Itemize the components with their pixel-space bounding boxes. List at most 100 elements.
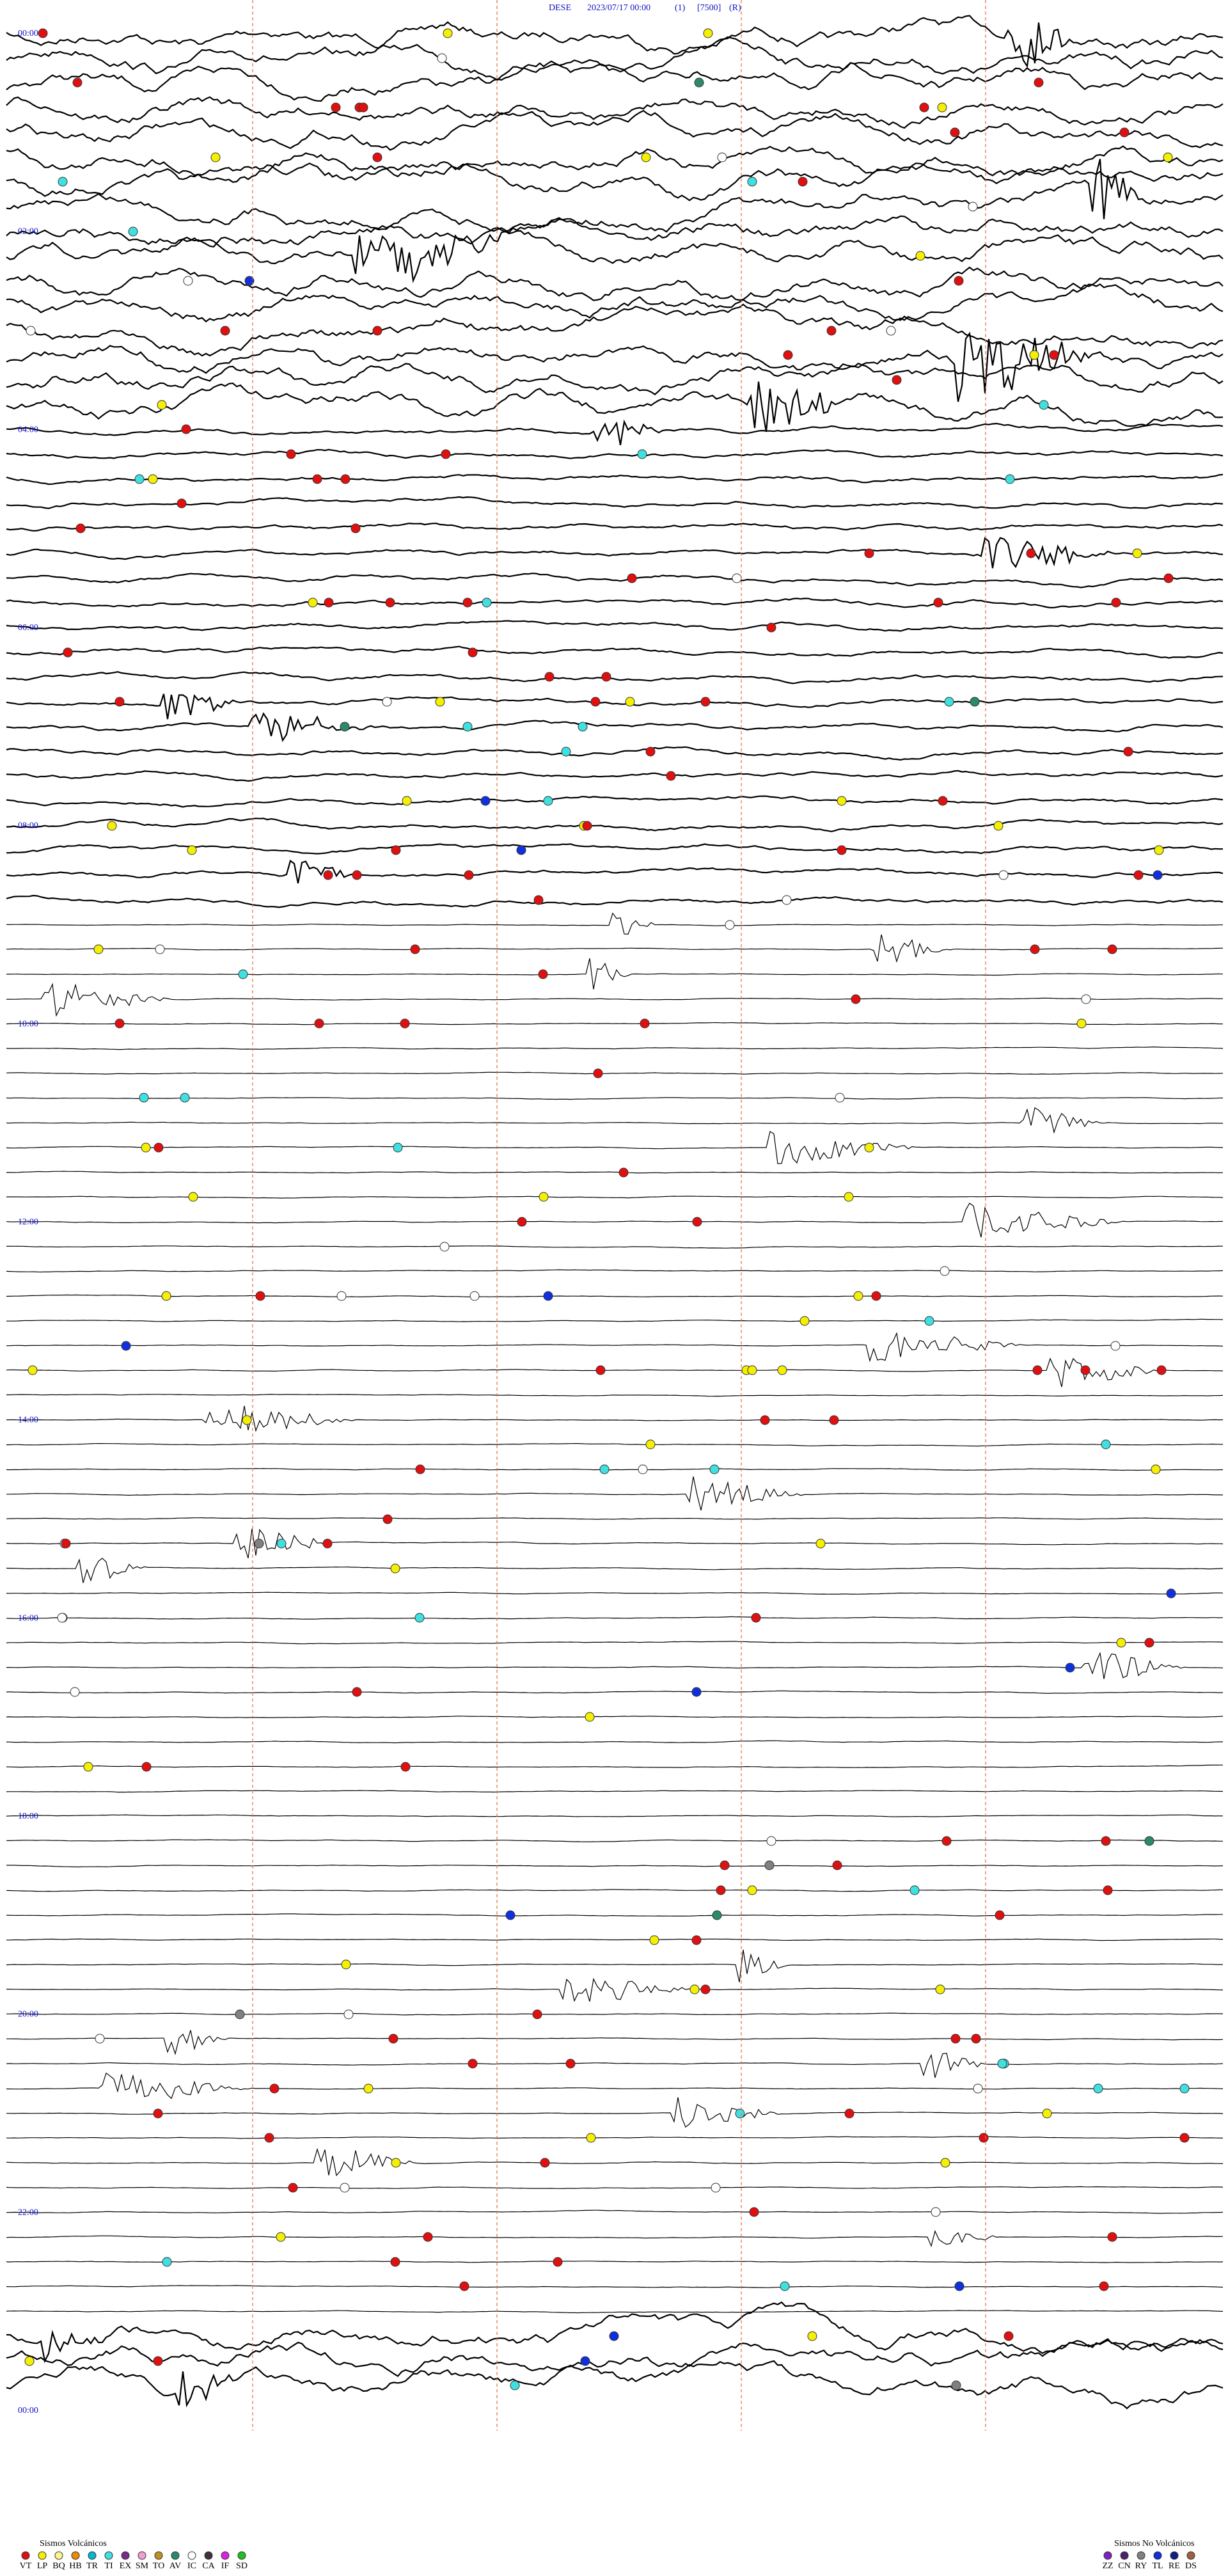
- legend-swatch: [154, 2551, 163, 2560]
- time-label: 06:00: [18, 623, 38, 633]
- event-marker: [414, 1613, 425, 1623]
- event-marker: [286, 449, 296, 459]
- trace: [6, 843, 1223, 855]
- trace: [6, 2012, 1224, 2016]
- event-marker: [1133, 870, 1144, 880]
- trace: [6, 362, 1224, 395]
- trace: [6, 2053, 1224, 2078]
- trace: [6, 60, 1224, 102]
- event-marker: [691, 1935, 702, 1945]
- time-label: 20:00: [18, 2010, 38, 2019]
- event-marker: [749, 2207, 759, 2217]
- trace: [6, 620, 1224, 632]
- event-marker: [107, 821, 117, 831]
- event-marker: [459, 2281, 469, 2291]
- trace: [6, 230, 1224, 283]
- trace: [6, 1790, 1224, 1793]
- event-marker: [391, 845, 401, 855]
- trace: [6, 1476, 1224, 1511]
- event-marker: [1116, 1638, 1126, 1648]
- event-marker: [28, 1365, 38, 1375]
- trace: [6, 818, 1224, 833]
- event-marker: [533, 895, 544, 905]
- legend-label: SM: [136, 2561, 149, 2571]
- trace: [6, 2186, 1224, 2190]
- event-marker: [851, 994, 861, 1004]
- mode: (R): [729, 3, 741, 13]
- trace: [6, 1949, 1224, 1982]
- event-marker: [935, 1984, 945, 1995]
- event-marker: [1029, 350, 1039, 360]
- event-marker: [689, 1984, 700, 1995]
- trace: [6, 159, 1224, 233]
- event-marker: [61, 1538, 71, 1549]
- event-marker: [973, 2083, 983, 2094]
- event-marker: [1119, 127, 1130, 138]
- event-marker: [435, 697, 445, 707]
- event-marker: [561, 747, 571, 757]
- event-marker: [760, 1415, 770, 1425]
- trace: [6, 2030, 1224, 2055]
- trace: [6, 109, 1224, 151]
- time-label: 22:00: [18, 2208, 38, 2217]
- event-marker: [1179, 2083, 1190, 2094]
- trace: [6, 1203, 1224, 1238]
- event-marker: [586, 2133, 596, 2143]
- trace: [6, 2230, 1224, 2248]
- event-marker: [464, 870, 474, 880]
- scale: [7500]: [697, 3, 721, 13]
- legend: Sismos Volcánicos Sismos No Volcánicos V…: [20, 2539, 1197, 2571]
- event-marker: [340, 2183, 350, 2193]
- event-marker: [553, 2257, 563, 2267]
- event-marker: [595, 1365, 606, 1375]
- trace: [6, 1889, 1223, 1892]
- event-marker: [468, 647, 478, 658]
- event-marker: [1144, 1638, 1154, 1648]
- event-marker: [210, 152, 221, 162]
- event-marker: [783, 350, 793, 360]
- legend-title: Sismos No Volcánicos: [1114, 2539, 1195, 2548]
- trace: [6, 448, 1224, 459]
- trace: [6, 1616, 1224, 1620]
- event-marker: [308, 597, 318, 608]
- event-marker: [423, 2232, 433, 2242]
- event-marker: [382, 697, 392, 707]
- legend-label: TI: [104, 2561, 113, 2571]
- event-marker: [235, 2009, 245, 2019]
- event-marker: [711, 2183, 721, 2193]
- event-marker: [1163, 152, 1173, 162]
- traces: [6, 15, 1224, 2410]
- trace: [6, 1716, 1224, 1718]
- event-marker: [578, 722, 588, 732]
- trace: [6, 2097, 1224, 2128]
- event-marker: [57, 1613, 67, 1623]
- legend-swatch: [88, 2551, 97, 2560]
- trace: [6, 303, 1224, 357]
- event-markers: [24, 28, 1190, 2390]
- event-marker: [314, 1018, 324, 1029]
- trace: [6, 2209, 1224, 2214]
- legend-label: VT: [20, 2561, 32, 2571]
- legend-swatch: [38, 2551, 47, 2560]
- trace: [6, 145, 1224, 183]
- event-marker: [538, 969, 548, 979]
- event-marker: [391, 2158, 401, 2168]
- event-marker: [1110, 1341, 1121, 1351]
- event-marker: [593, 1068, 603, 1079]
- trace: [6, 1467, 1224, 1471]
- event-marker: [580, 2356, 590, 2366]
- event-marker: [951, 2380, 961, 2390]
- event-marker: [807, 2331, 817, 2341]
- legend-swatch: [21, 2551, 30, 2560]
- event-marker: [979, 2133, 989, 2143]
- event-marker: [402, 796, 412, 806]
- event-marker: [276, 2232, 286, 2242]
- event-marker: [72, 77, 83, 88]
- event-marker: [540, 2158, 550, 2168]
- event-marker: [382, 1514, 393, 1524]
- event-marker: [1107, 2232, 1117, 2242]
- event-marker: [443, 28, 453, 38]
- event-marker: [372, 326, 382, 336]
- trace: [6, 215, 1224, 248]
